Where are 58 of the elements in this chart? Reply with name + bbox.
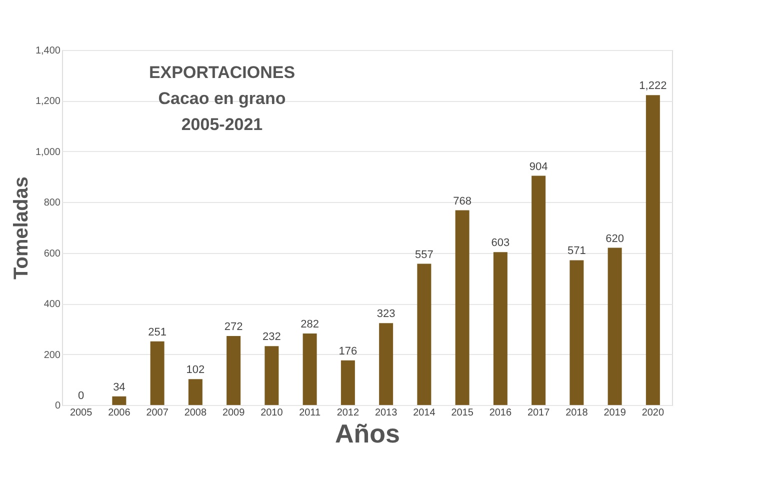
x-tick-label: 2006	[108, 408, 131, 418]
y-tick-label: 200	[44, 350, 61, 361]
x-tick-label: 2011	[299, 408, 321, 418]
x-tick-label: 2014	[413, 408, 436, 418]
x-tick-label: 2013	[374, 408, 398, 418]
data-label: 1,222	[639, 80, 667, 92]
data-label: 0	[78, 390, 84, 402]
data-label: 557	[415, 248, 434, 261]
data-label: 768	[453, 195, 472, 208]
data-label: 251	[148, 326, 166, 338]
x-tick-label: 2015	[451, 408, 474, 418]
data-label: 620	[606, 232, 624, 245]
data-label: 323	[376, 308, 396, 320]
x-tick-label: 2007	[146, 408, 169, 418]
data-label: 102	[186, 364, 205, 376]
bar	[646, 95, 660, 405]
bar	[455, 210, 470, 405]
y-axis-title: Tomeladas	[10, 176, 32, 280]
x-tick-label: 2019	[604, 408, 626, 418]
x-tick-label: 2017	[527, 408, 550, 418]
bar	[340, 360, 355, 405]
y-tick-label: 1,400	[35, 46, 61, 56]
x-axis-title: Años	[335, 418, 400, 448]
x-tick-label: 2020	[642, 408, 664, 418]
data-label: 176	[338, 345, 358, 358]
bar	[532, 176, 546, 405]
data-label: 232	[262, 331, 281, 344]
bar	[302, 333, 317, 405]
bar	[417, 264, 432, 405]
bar	[264, 346, 279, 405]
bar	[608, 248, 622, 405]
x-tick-label: 2008	[184, 408, 207, 418]
bar	[188, 379, 202, 405]
y-tick-label: 1,000	[35, 146, 61, 158]
text: EXPORTACIONES Cacao en grano 2005-2021	[148, 63, 296, 134]
y-tick-label: 600	[44, 248, 61, 260]
x-tick-label: 2016	[489, 408, 512, 418]
data-label: 571	[568, 245, 586, 258]
x-tick-label: 2009	[222, 408, 246, 418]
data-label: 34	[113, 381, 126, 394]
data-label: 603	[491, 237, 510, 250]
y-tick-label: 400	[44, 299, 61, 310]
data-label: 272	[224, 321, 243, 334]
bar	[226, 336, 241, 405]
x-tick-label: 2012	[336, 408, 360, 418]
x-tick-label: 2018	[566, 408, 588, 418]
x-tick-label: 2005	[70, 408, 93, 418]
y-tick-label: 1,200	[35, 96, 61, 108]
y-tick-label: 800	[44, 198, 61, 209]
x-tick-label: 2010	[260, 408, 284, 418]
data-label: 282	[300, 318, 319, 330]
data-label: 904	[529, 160, 548, 173]
bar	[493, 252, 508, 405]
bar	[379, 323, 394, 405]
y-tick-label: 0	[54, 400, 61, 412]
bar	[570, 260, 584, 405]
bar	[150, 341, 164, 405]
bar	[112, 396, 126, 405]
